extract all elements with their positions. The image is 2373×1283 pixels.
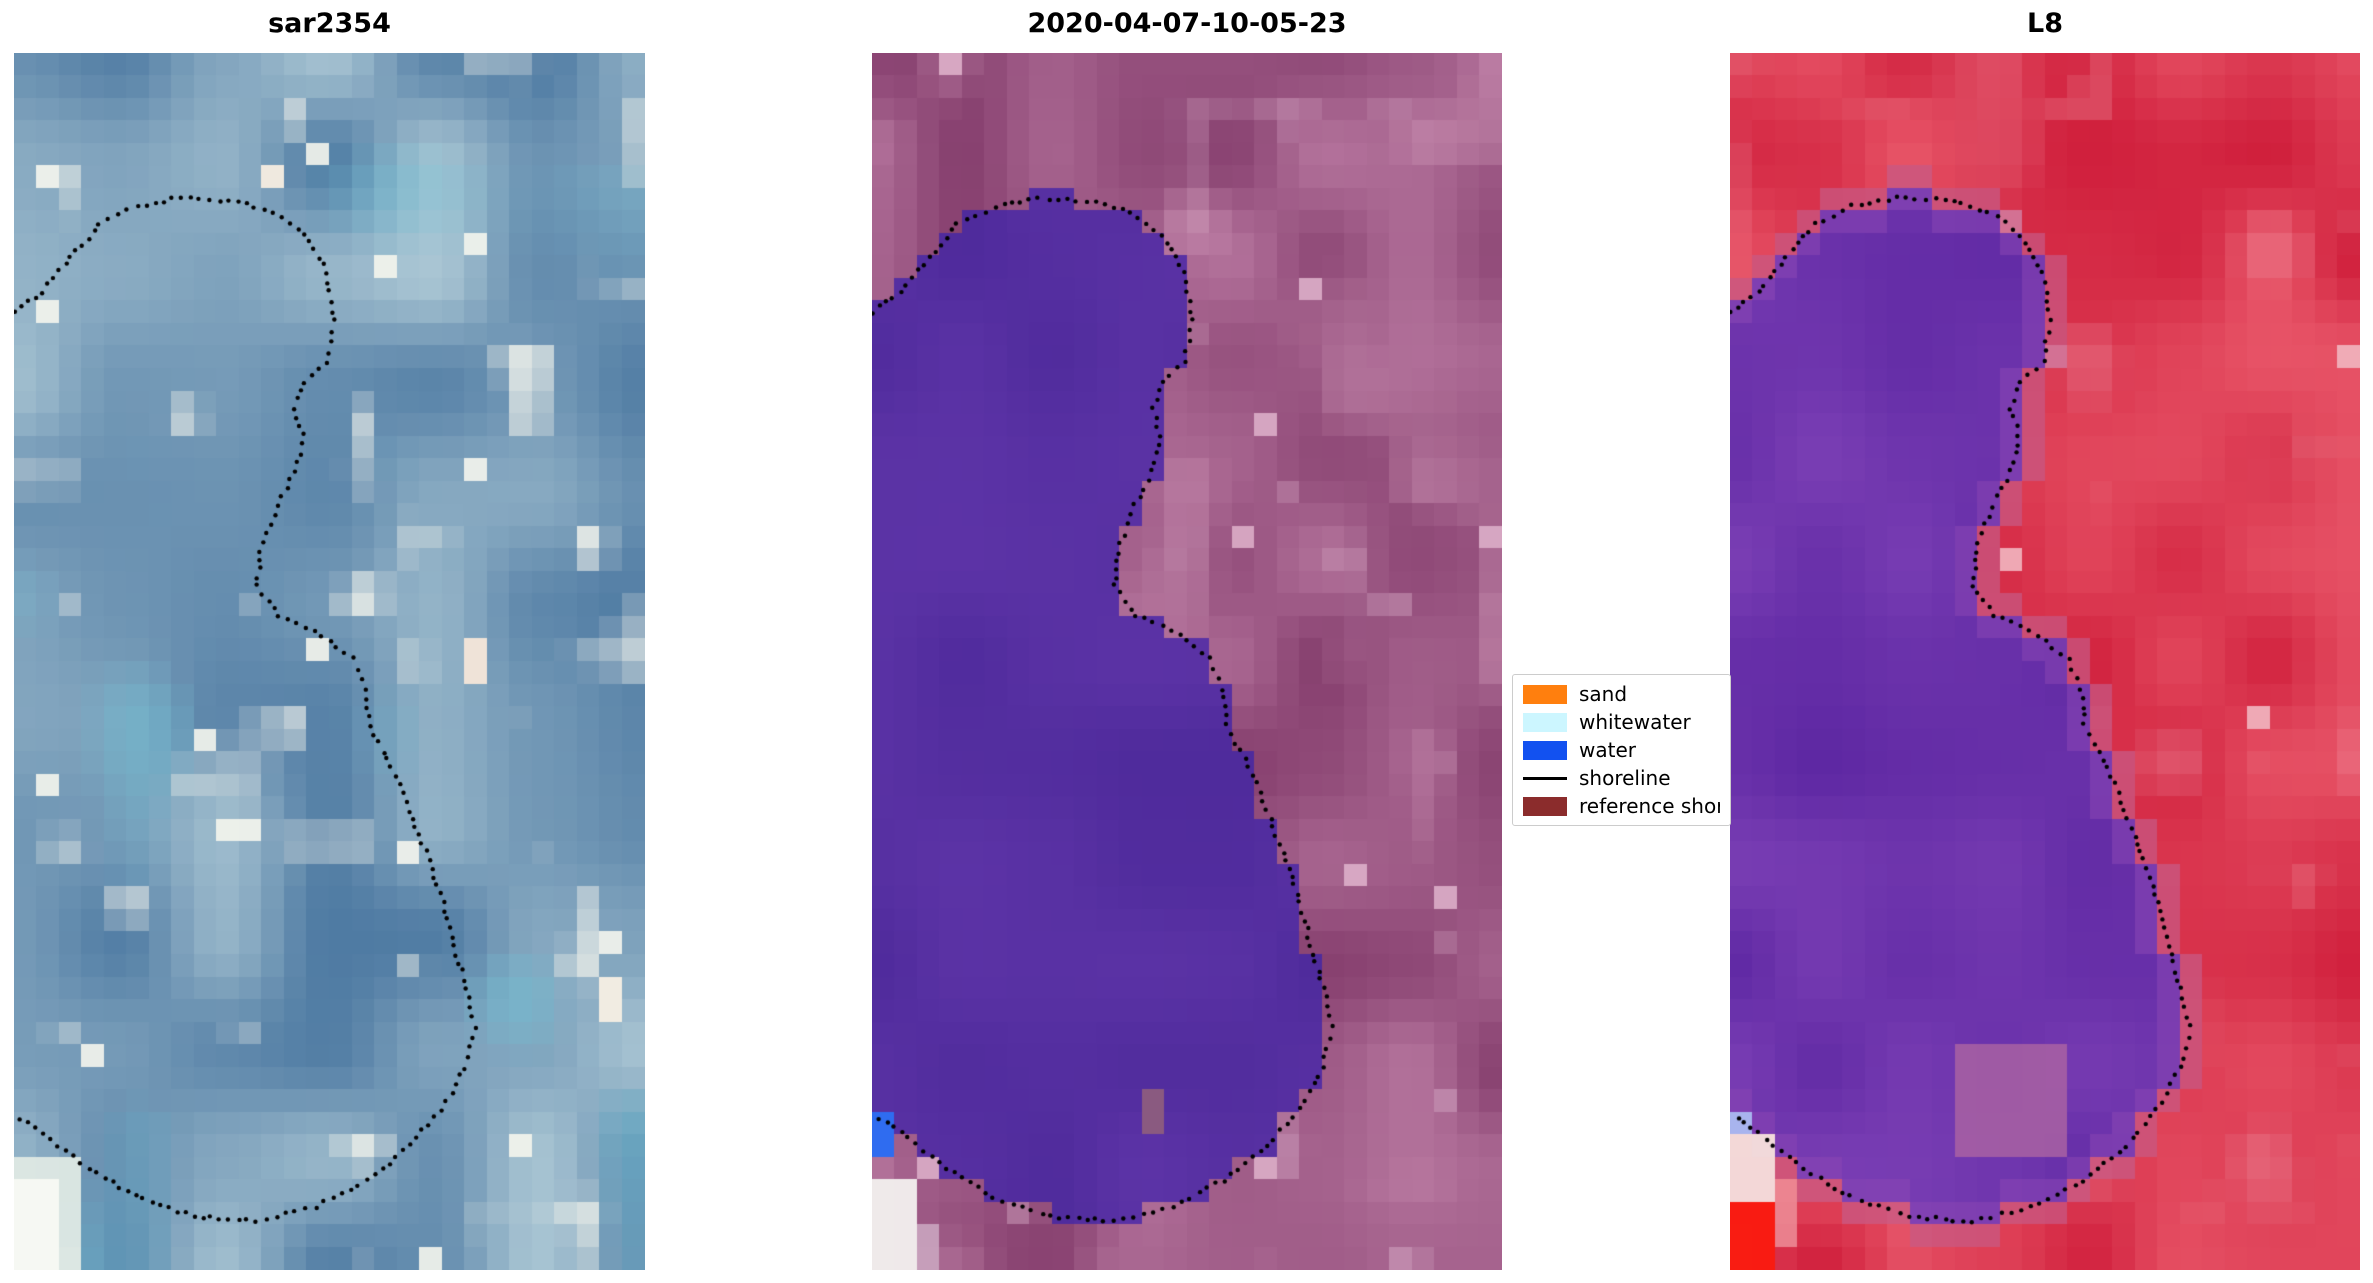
panel-sar: sar2354 bbox=[14, 8, 645, 1270]
legend-item-shoreline: shoreline bbox=[1523, 767, 1720, 789]
legend-label-water: water bbox=[1579, 739, 1636, 761]
legend-item-reference-shoreline: reference shoreline bbox=[1523, 795, 1720, 817]
l8-image bbox=[1730, 53, 2360, 1270]
panel-title-classified: 2020-04-07-10-05-23 bbox=[1027, 8, 1347, 39]
shoreline-line-swatch bbox=[1523, 776, 1567, 780]
whitewater-color-swatch bbox=[1523, 712, 1567, 732]
legend-item-water: water bbox=[1523, 739, 1720, 761]
legend-label-sand: sand bbox=[1579, 683, 1628, 705]
reference-shoreline-color-swatch bbox=[1523, 796, 1567, 816]
legend-item-sand: sand bbox=[1523, 683, 1720, 705]
panel-l8: L8 bbox=[1730, 8, 2360, 1270]
legend-label-shoreline: shoreline bbox=[1579, 767, 1671, 789]
legend: sand whitewater water shoreline referenc… bbox=[1512, 674, 1731, 826]
legend-item-whitewater: whitewater bbox=[1523, 711, 1720, 733]
classified-image bbox=[872, 53, 1502, 1270]
legend-label-whitewater: whitewater bbox=[1579, 711, 1691, 733]
sand-color-swatch bbox=[1523, 684, 1567, 704]
panel-title-sar: sar2354 bbox=[268, 8, 391, 39]
water-color-swatch bbox=[1523, 740, 1567, 760]
legend-label-reference-shoreline: reference shoreline bbox=[1579, 795, 1720, 817]
panel-title-l8: L8 bbox=[2027, 8, 2063, 39]
panel-classified: 2020-04-07-10-05-23 bbox=[872, 8, 1502, 1270]
sar-image bbox=[14, 53, 645, 1270]
